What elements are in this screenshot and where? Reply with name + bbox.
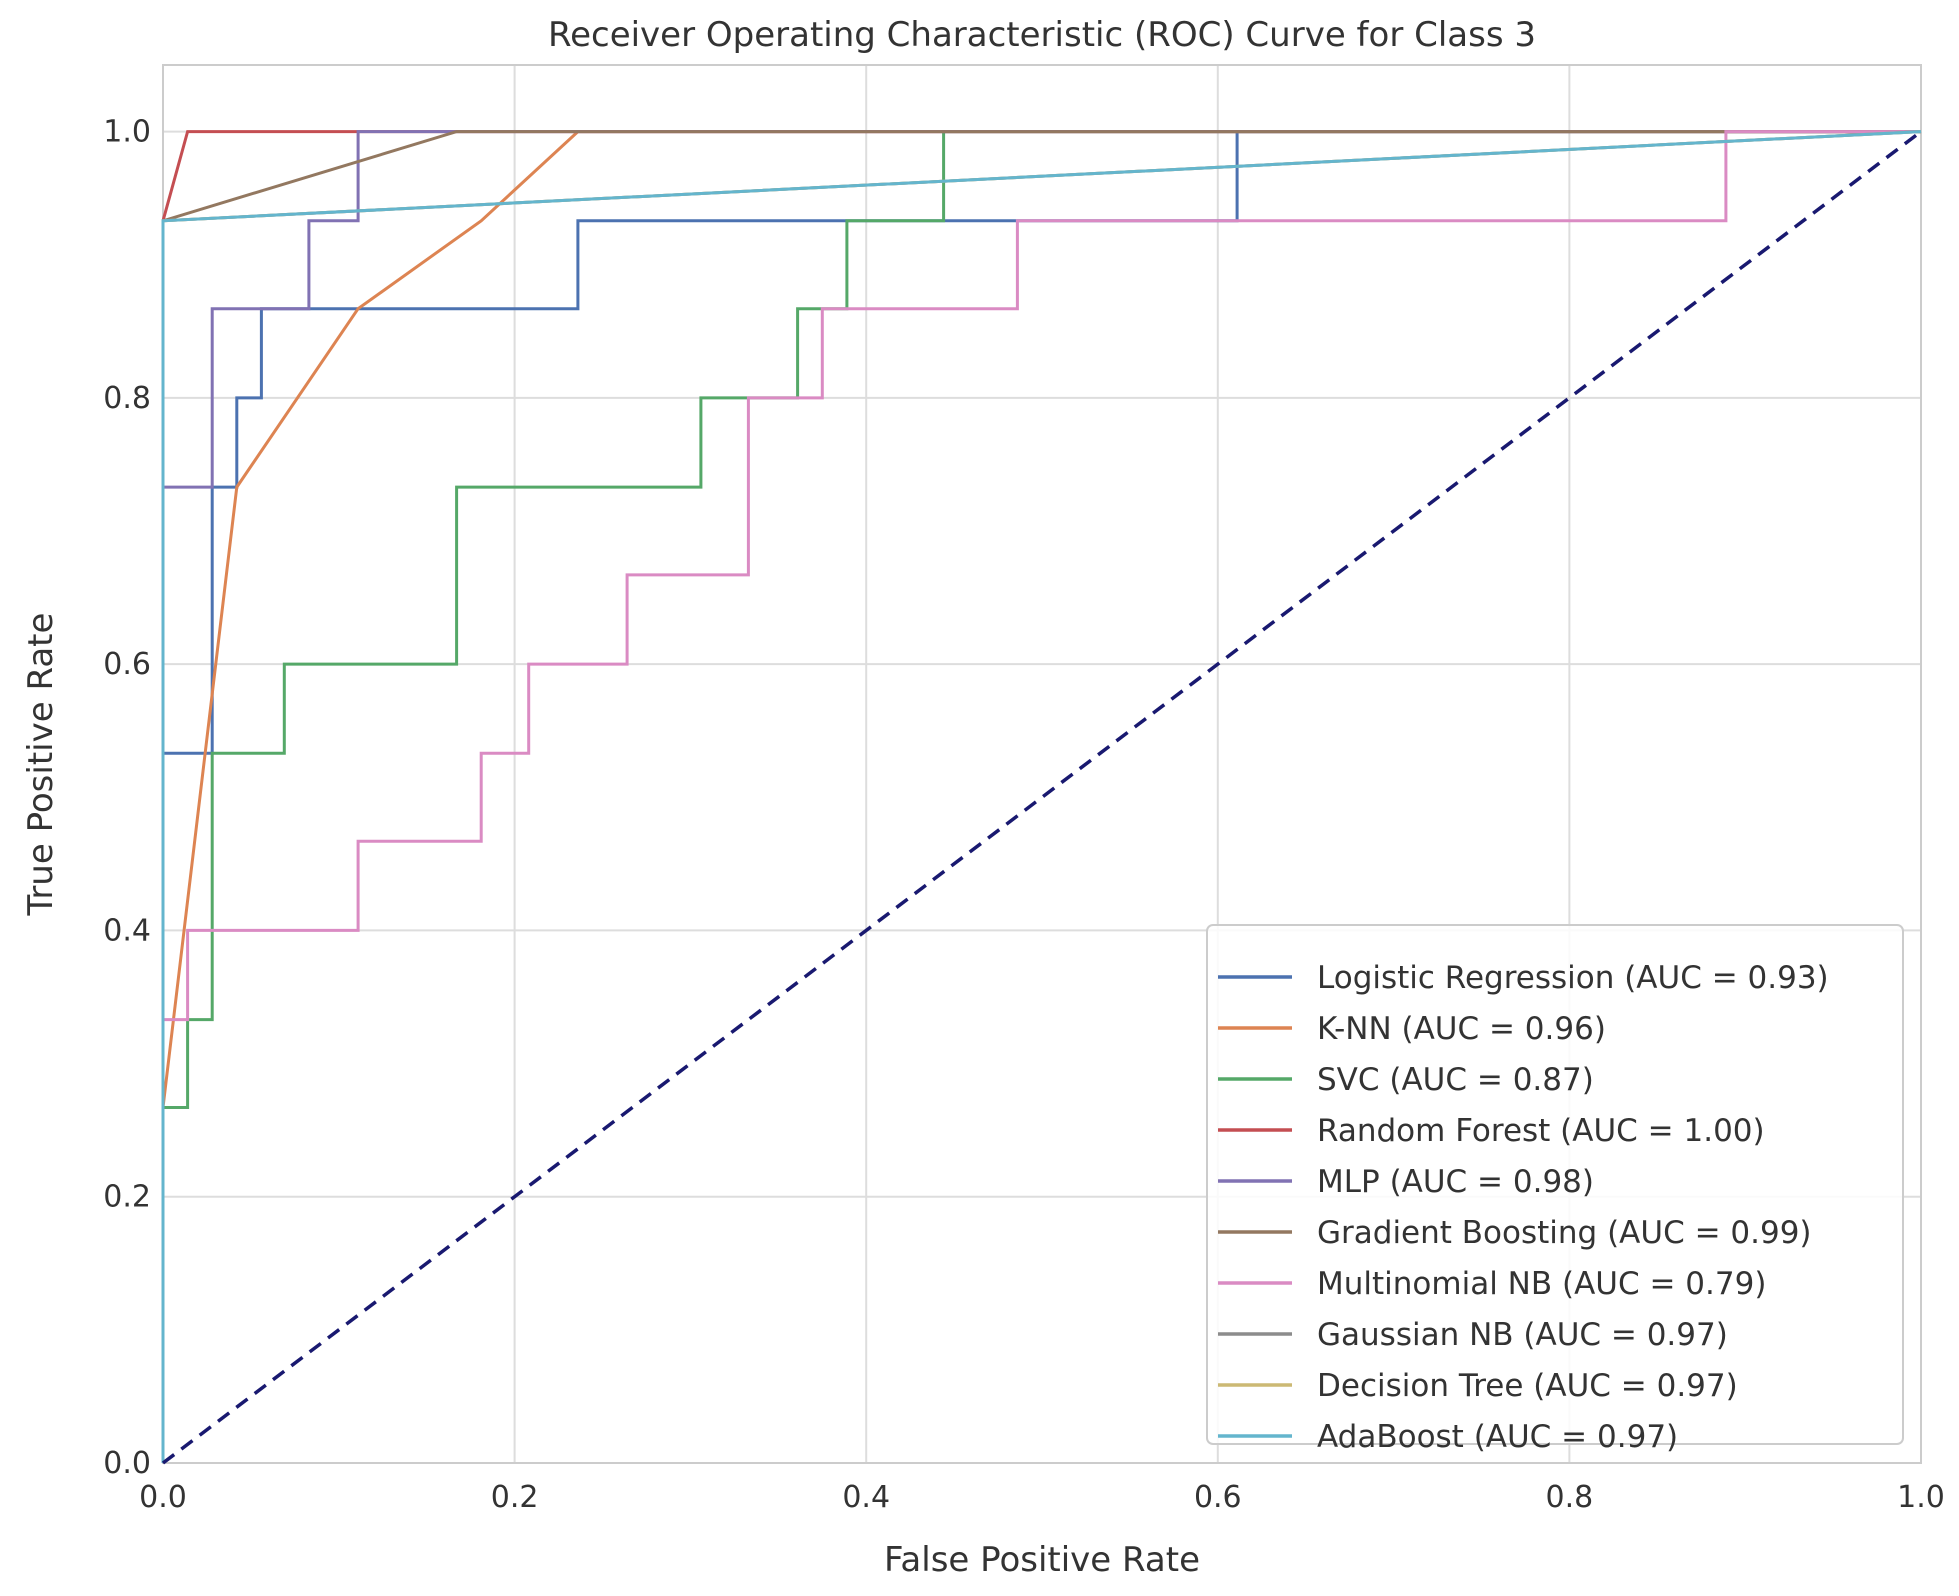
x-tick-label: 0.0	[139, 1480, 187, 1515]
roc-series-line-9	[161, 130, 1922, 1463]
chart-title: Receiver Operating Characteristic (ROC) …	[548, 15, 1536, 55]
x-axis-title: False Positive Rate	[884, 1540, 1200, 1580]
y-tick-label: 0.4	[103, 913, 151, 948]
legend-label-2: SVC (AUC = 0.87)	[1317, 1062, 1594, 1098]
x-tick-label: 1.0	[1897, 1480, 1945, 1515]
legend-label-4: MLP (AUC = 0.98)	[1317, 1164, 1594, 1200]
y-axis-title: True Positive Rate	[21, 613, 61, 917]
series-layer	[161, 130, 1923, 1465]
y-tick-label: 0.6	[103, 647, 151, 682]
legend: Logistic Regression (AUC = 0.93) K-NN (AU…	[1206, 924, 1904, 1455]
x-tick-label: 0.2	[491, 1480, 539, 1515]
x-tick-labels: 0.0 0.2 0.4 0.6 0.8 1.0	[139, 1480, 1945, 1515]
y-tick-label: 0.8	[103, 381, 151, 416]
roc-series-line-6	[161, 130, 1921, 1463]
y-tick-label: 1.0	[103, 115, 151, 150]
y-tick-label: 0.2	[103, 1180, 151, 1215]
x-tick-label: 0.6	[1194, 1480, 1242, 1515]
legend-label-9: AdaBoost (AUC = 0.97)	[1317, 1419, 1678, 1455]
legend-label-7: Gaussian NB (AUC = 0.97)	[1317, 1317, 1728, 1353]
legend-box	[1206, 924, 1904, 1445]
legend-label-8: Decision Tree (AUC = 0.97)	[1317, 1368, 1738, 1404]
legend-label-0: Logistic Regression (AUC = 0.93)	[1317, 960, 1829, 996]
y-tick-labels: 0.0 0.2 0.4 0.6 0.8 1.0	[103, 115, 151, 1481]
legend-label-1: K-NN (AUC = 0.96)	[1317, 1011, 1606, 1047]
x-tick-label: 0.4	[842, 1480, 890, 1515]
legend-label-5: Gradient Boosting (AUC = 0.99)	[1317, 1215, 1812, 1251]
grid-lines	[162, 65, 1922, 1464]
x-tick-label: 0.8	[1546, 1480, 1594, 1515]
y-tick-label: 0.0	[103, 1446, 151, 1481]
legend-label-6: Multinomial NB (AUC = 0.79)	[1317, 1266, 1766, 1302]
legend-label-3: Random Forest (AUC = 1.00)	[1317, 1113, 1765, 1149]
